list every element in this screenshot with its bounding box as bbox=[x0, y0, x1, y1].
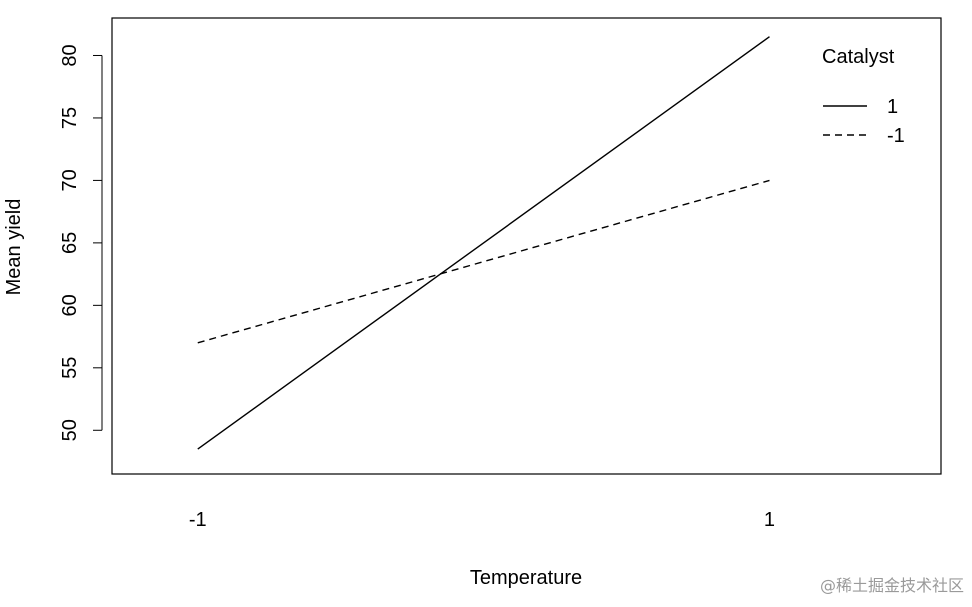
y-axis: 50 55 60 65 70 75 80 bbox=[59, 44, 103, 441]
y-tick-label: 60 bbox=[59, 294, 81, 316]
x-axis: -1 1 bbox=[189, 509, 775, 531]
series-line-1 bbox=[197, 36, 770, 450]
y-tick-label: 80 bbox=[59, 44, 81, 66]
y-tick-label: 65 bbox=[59, 232, 81, 254]
series-layer bbox=[197, 36, 770, 450]
x-tick-label: 1 bbox=[764, 509, 775, 531]
y-axis-label: Mean yield bbox=[3, 199, 25, 296]
x-axis-label: Temperature bbox=[470, 567, 582, 589]
y-tick-label: 55 bbox=[59, 357, 81, 379]
legend-entry-label: 1 bbox=[887, 96, 898, 118]
y-tick-label: 50 bbox=[59, 419, 81, 441]
y-tick-label: 70 bbox=[59, 169, 81, 191]
legend-entry-label: -1 bbox=[887, 125, 905, 147]
y-tick-label: 75 bbox=[59, 107, 81, 129]
watermark: @稀土掘金技术社区 bbox=[819, 576, 964, 595]
plot-border bbox=[111, 17, 942, 475]
legend-title: Catalyst bbox=[822, 46, 895, 68]
legend: Catalyst 1 -1 bbox=[822, 46, 905, 147]
series-line-neg1 bbox=[197, 179, 770, 344]
x-tick-label: -1 bbox=[189, 509, 207, 531]
